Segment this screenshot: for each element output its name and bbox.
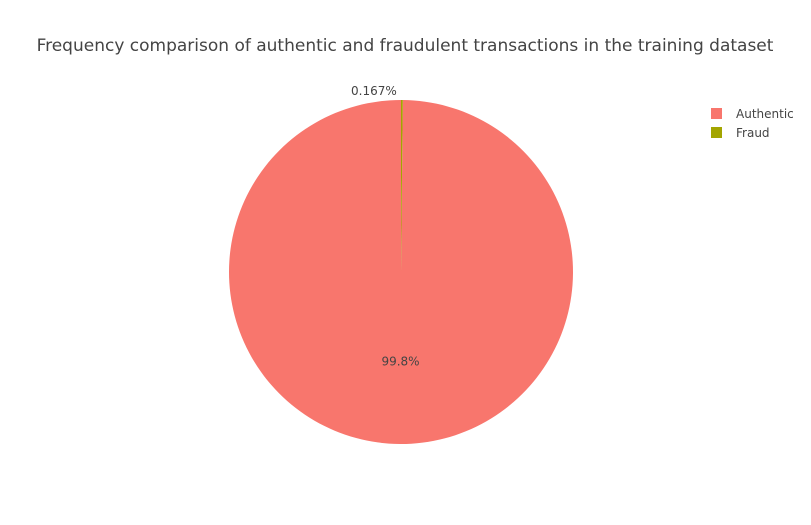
- chart-title: Frequency comparison of authentic and fr…: [37, 36, 774, 56]
- pie-slices: [228, 100, 573, 445]
- legend-swatch-fraud: [711, 127, 722, 138]
- slice-label-fraud: 0.167%: [351, 84, 397, 98]
- pie-slice-authentic[interactable]: [228, 100, 573, 445]
- legend-item-authentic[interactable]: Authentic: [711, 107, 794, 121]
- legend-label-fraud: Fraud: [736, 126, 770, 140]
- slice-label-authentic: 99.8%: [381, 354, 419, 368]
- legend-item-fraud[interactable]: Fraud: [711, 126, 770, 140]
- legend-label-authentic: Authentic: [736, 107, 794, 121]
- slice-labels: 99.8% 0.167%: [351, 84, 420, 368]
- legend-swatch-authentic: [711, 108, 722, 119]
- legend: Authentic Fraud: [711, 107, 794, 140]
- pie-slice-fraud[interactable]: [401, 100, 403, 272]
